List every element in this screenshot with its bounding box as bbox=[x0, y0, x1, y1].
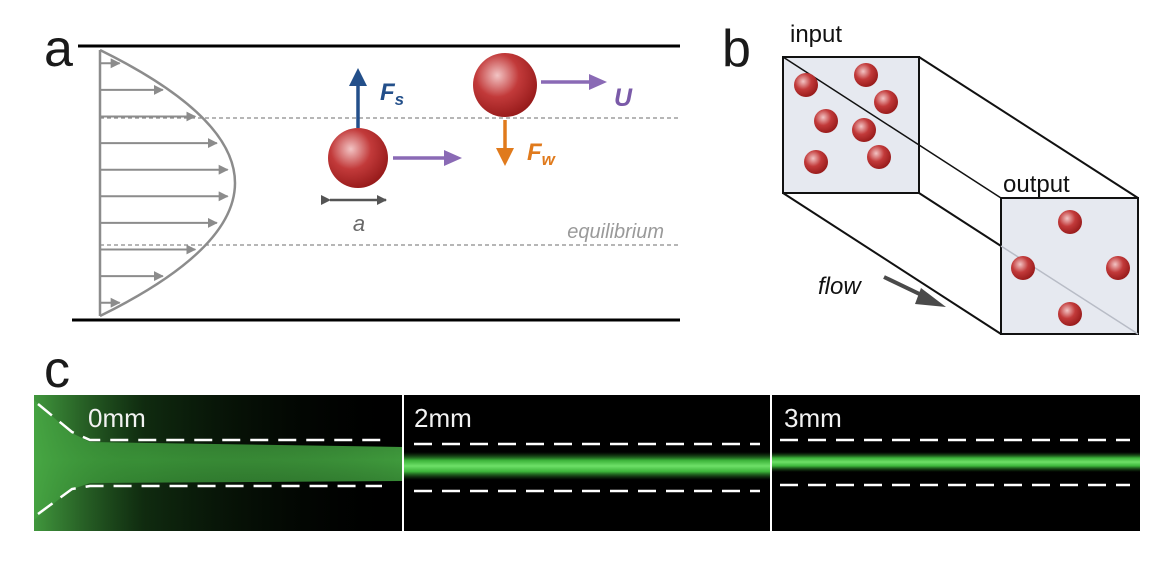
panel-c-letter: c bbox=[44, 341, 70, 399]
panel-b: b input output flow bbox=[722, 20, 1139, 335]
diameter-label: a bbox=[353, 211, 365, 236]
particle-upper bbox=[473, 53, 537, 117]
velocity-arrowhead bbox=[589, 74, 607, 90]
particle-lower-velocity-arrowhead bbox=[444, 150, 462, 166]
particle-lower bbox=[328, 128, 388, 188]
panel-c: c 0mm 2mm 3mm bbox=[34, 341, 1140, 531]
flow-arrowhead bbox=[915, 288, 946, 307]
output-label: output bbox=[1003, 171, 1070, 198]
input-particle bbox=[852, 118, 876, 142]
frame-label-0mm: 0mm bbox=[88, 403, 146, 433]
parabolic-profile-curve bbox=[99, 48, 236, 318]
flow-label: flow bbox=[818, 273, 862, 300]
output-particle bbox=[1058, 210, 1082, 234]
profile-arrows bbox=[100, 58, 229, 308]
wall-dash-lower bbox=[37, 484, 382, 516]
panel-b-letter: b bbox=[722, 20, 751, 78]
input-particle bbox=[867, 145, 891, 169]
input-particles bbox=[794, 63, 898, 174]
output-particles bbox=[1011, 210, 1130, 326]
box-edge-top bbox=[918, 56, 1139, 199]
equilibrium-label: equilibrium bbox=[567, 221, 664, 243]
shear-force-arrowhead bbox=[349, 68, 367, 86]
wall-dash-upper bbox=[37, 403, 382, 442]
frame-label-3mm: 3mm bbox=[784, 403, 842, 433]
panel-a: a Fs a U Fw equilibri bbox=[44, 20, 680, 322]
fluorescent-stream bbox=[772, 452, 1140, 472]
fluorescent-stream bbox=[404, 452, 770, 480]
output-particle bbox=[1058, 302, 1082, 326]
micrograph-2mm: 2mm bbox=[404, 395, 770, 531]
output-particle bbox=[1106, 256, 1130, 280]
velocity-profile bbox=[98, 48, 236, 318]
micrograph-0mm: 0mm bbox=[34, 395, 402, 531]
frame-label-2mm: 2mm bbox=[414, 403, 472, 433]
velocity-label: U bbox=[614, 84, 633, 112]
input-particle bbox=[874, 90, 898, 114]
box-edge-bottom-left bbox=[782, 192, 1002, 335]
micrograph-3mm: 3mm bbox=[772, 395, 1140, 531]
wall-force-arrowhead bbox=[496, 148, 514, 166]
wall-force-label: Fw bbox=[527, 139, 557, 169]
input-particle bbox=[854, 63, 878, 87]
input-particle bbox=[814, 109, 838, 133]
fluorescent-glow bbox=[34, 395, 402, 531]
input-label: input bbox=[790, 21, 842, 48]
input-particle bbox=[804, 150, 828, 174]
box-edge-bottom-right bbox=[918, 192, 1002, 247]
panel-a-letter: a bbox=[44, 20, 73, 78]
input-particle bbox=[794, 73, 818, 97]
shear-force-label: Fs bbox=[380, 79, 404, 109]
box-edge-hidden bbox=[782, 56, 1002, 199]
output-particle bbox=[1011, 256, 1035, 280]
